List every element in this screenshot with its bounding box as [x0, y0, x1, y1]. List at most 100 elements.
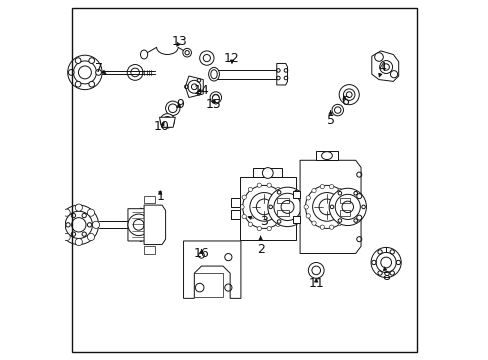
- Polygon shape: [159, 117, 175, 127]
- Text: 10: 10: [154, 120, 170, 133]
- Polygon shape: [300, 160, 360, 253]
- Circle shape: [249, 193, 278, 221]
- Circle shape: [329, 225, 333, 229]
- Circle shape: [96, 69, 101, 75]
- Polygon shape: [128, 209, 149, 241]
- Circle shape: [320, 184, 324, 189]
- Circle shape: [266, 226, 271, 231]
- Circle shape: [328, 188, 366, 226]
- Text: 4: 4: [378, 60, 386, 77]
- Polygon shape: [240, 177, 295, 240]
- Circle shape: [305, 214, 310, 218]
- Polygon shape: [292, 216, 300, 223]
- Text: 16: 16: [193, 247, 209, 260]
- Circle shape: [343, 214, 347, 218]
- Text: 9: 9: [176, 98, 183, 111]
- Circle shape: [311, 189, 316, 193]
- Text: 11: 11: [308, 278, 324, 291]
- Circle shape: [282, 215, 286, 219]
- Circle shape: [304, 205, 308, 209]
- Circle shape: [75, 81, 81, 87]
- Circle shape: [75, 204, 82, 211]
- Circle shape: [128, 214, 149, 235]
- Polygon shape: [144, 196, 155, 203]
- Text: 13: 13: [172, 35, 187, 49]
- Text: 7: 7: [95, 62, 106, 75]
- Circle shape: [275, 187, 280, 192]
- Circle shape: [282, 195, 286, 199]
- Circle shape: [311, 221, 316, 225]
- Circle shape: [305, 196, 310, 200]
- Circle shape: [75, 58, 81, 63]
- Text: 8: 8: [381, 267, 389, 283]
- Circle shape: [248, 187, 252, 192]
- Circle shape: [275, 222, 280, 226]
- Circle shape: [239, 205, 244, 209]
- Polygon shape: [339, 198, 349, 203]
- Circle shape: [59, 205, 99, 244]
- Circle shape: [89, 81, 94, 87]
- Polygon shape: [183, 241, 241, 298]
- Circle shape: [337, 221, 342, 225]
- Text: 2: 2: [256, 236, 264, 256]
- Circle shape: [242, 195, 246, 199]
- Circle shape: [242, 185, 285, 228]
- Circle shape: [92, 221, 100, 228]
- Circle shape: [331, 104, 343, 116]
- Circle shape: [262, 168, 273, 179]
- Circle shape: [187, 80, 201, 93]
- Polygon shape: [339, 211, 349, 216]
- Circle shape: [374, 53, 383, 61]
- Circle shape: [308, 262, 324, 278]
- Circle shape: [210, 92, 221, 103]
- Ellipse shape: [212, 95, 219, 104]
- Text: 3: 3: [247, 215, 267, 228]
- Circle shape: [273, 193, 301, 221]
- Text: 15: 15: [205, 98, 222, 111]
- Text: 12: 12: [224, 51, 239, 64]
- Circle shape: [58, 221, 65, 228]
- Polygon shape: [230, 198, 240, 207]
- Circle shape: [379, 60, 392, 73]
- Polygon shape: [276, 198, 289, 203]
- Polygon shape: [276, 211, 289, 216]
- Polygon shape: [292, 191, 300, 198]
- Circle shape: [370, 247, 400, 278]
- Ellipse shape: [140, 50, 147, 59]
- Circle shape: [183, 48, 191, 57]
- Circle shape: [68, 69, 74, 75]
- Polygon shape: [194, 273, 223, 297]
- Text: 1: 1: [156, 190, 164, 203]
- Circle shape: [248, 222, 252, 226]
- Ellipse shape: [321, 152, 332, 159]
- Circle shape: [335, 194, 360, 220]
- Circle shape: [339, 85, 359, 105]
- Circle shape: [266, 183, 271, 187]
- Polygon shape: [253, 168, 282, 177]
- Circle shape: [337, 189, 342, 193]
- Circle shape: [345, 205, 349, 209]
- Circle shape: [160, 114, 174, 128]
- Circle shape: [65, 211, 92, 238]
- Circle shape: [329, 184, 333, 189]
- Circle shape: [257, 226, 261, 231]
- Circle shape: [312, 193, 341, 221]
- Polygon shape: [185, 76, 203, 98]
- Circle shape: [87, 233, 94, 240]
- Circle shape: [343, 196, 347, 200]
- Polygon shape: [144, 246, 155, 253]
- Polygon shape: [230, 211, 240, 220]
- Circle shape: [242, 215, 246, 219]
- Circle shape: [63, 209, 70, 216]
- Ellipse shape: [208, 67, 219, 81]
- Circle shape: [257, 183, 261, 187]
- Circle shape: [89, 58, 94, 63]
- Polygon shape: [371, 51, 398, 81]
- Circle shape: [375, 252, 395, 273]
- Circle shape: [284, 205, 288, 209]
- Circle shape: [305, 185, 348, 228]
- Circle shape: [63, 233, 70, 240]
- Polygon shape: [276, 63, 287, 85]
- Text: 6: 6: [340, 95, 348, 108]
- Circle shape: [75, 238, 82, 246]
